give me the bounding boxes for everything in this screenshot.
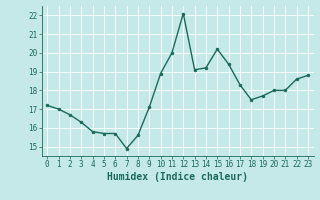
X-axis label: Humidex (Indice chaleur): Humidex (Indice chaleur) <box>107 172 248 182</box>
